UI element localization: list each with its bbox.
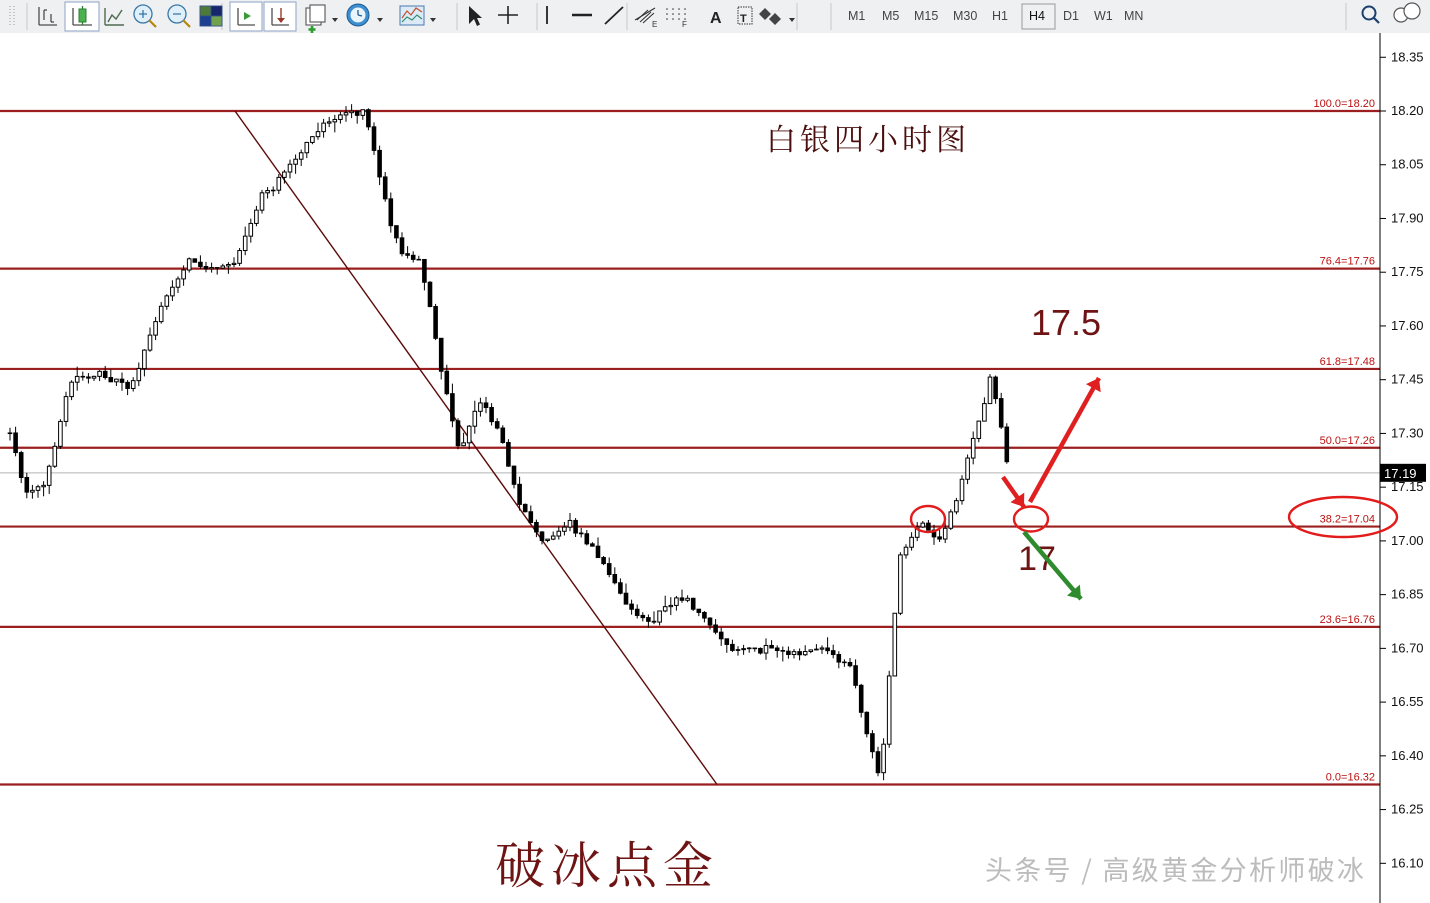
svg-text:M1: M1	[848, 9, 865, 23]
svg-text:100.0=18.20: 100.0=18.20	[1314, 98, 1375, 110]
svg-text:16.55: 16.55	[1391, 694, 1424, 709]
svg-text:50.0=17.26: 50.0=17.26	[1320, 435, 1375, 447]
svg-text:白银四小时图: 白银四小时图	[766, 115, 970, 159]
svg-text:18.20: 18.20	[1391, 103, 1424, 118]
svg-text:17.75: 17.75	[1391, 264, 1424, 279]
svg-text:16.10: 16.10	[1391, 855, 1424, 870]
svg-text:38.2=17.04: 38.2=17.04	[1320, 514, 1375, 526]
svg-text:16.40: 16.40	[1391, 748, 1424, 763]
svg-text:23.6=16.76: 23.6=16.76	[1320, 614, 1375, 626]
svg-text:F: F	[682, 20, 687, 29]
svg-text:0.0=16.32: 0.0=16.32	[1326, 772, 1375, 784]
svg-text:17.00: 17.00	[1391, 533, 1424, 548]
svg-text:破冰点金: 破冰点金	[495, 826, 719, 898]
svg-text:T: T	[740, 13, 747, 25]
svg-text:头条号 / 高级黄金分析师破冰: 头条号 / 高级黄金分析师破冰	[985, 849, 1366, 888]
svg-text:16.25: 16.25	[1391, 802, 1424, 817]
svg-text:17.5: 17.5	[1031, 302, 1101, 343]
svg-text:H4: H4	[1029, 9, 1045, 23]
svg-text:18.05: 18.05	[1391, 157, 1424, 172]
svg-text:17.19: 17.19	[1384, 466, 1417, 481]
svg-text:17.45: 17.45	[1391, 372, 1424, 387]
svg-text:18.35: 18.35	[1391, 49, 1424, 64]
svg-text:17.60: 17.60	[1391, 318, 1424, 333]
svg-text:MN: MN	[1124, 9, 1143, 23]
svg-text:E: E	[652, 20, 657, 29]
svg-text:M5: M5	[882, 9, 899, 23]
svg-text:M15: M15	[914, 9, 938, 23]
svg-text:17.30: 17.30	[1391, 425, 1424, 440]
svg-text:D1: D1	[1063, 9, 1079, 23]
svg-text:16.70: 16.70	[1391, 640, 1424, 655]
svg-text:61.8=17.48: 61.8=17.48	[1320, 356, 1375, 368]
svg-text:A: A	[710, 10, 722, 27]
svg-text:H1: H1	[992, 9, 1008, 23]
svg-text:76.4=17.76: 76.4=17.76	[1320, 256, 1375, 268]
svg-text:M30: M30	[953, 9, 977, 23]
svg-text:16.85: 16.85	[1391, 587, 1424, 602]
svg-text:W1: W1	[1094, 9, 1113, 23]
svg-text:17.90: 17.90	[1391, 210, 1424, 225]
